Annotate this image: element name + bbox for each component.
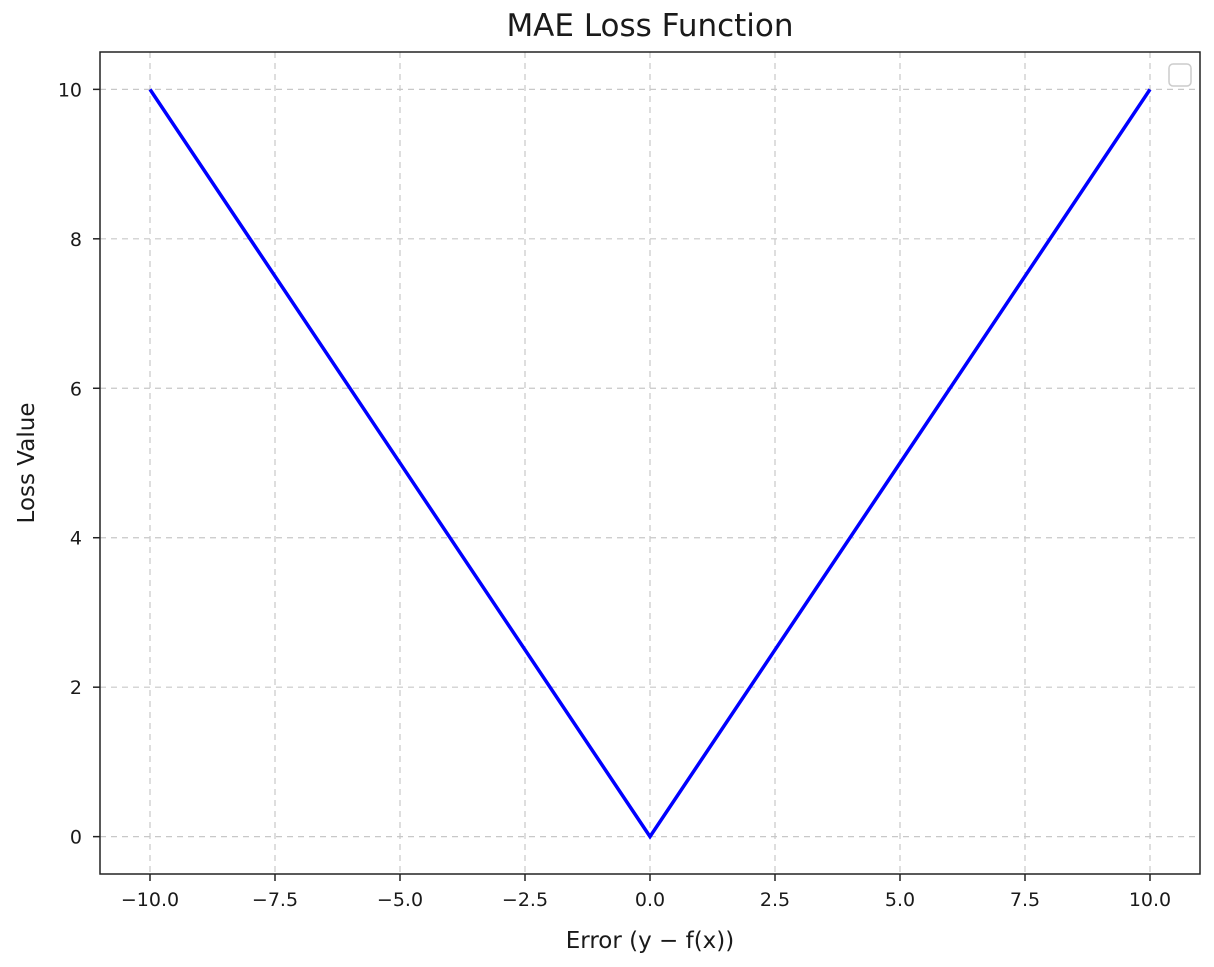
x-tick-label: 10.0 bbox=[1129, 889, 1171, 911]
y-tick-label: 10 bbox=[58, 79, 82, 101]
x-tick-label: −5.0 bbox=[377, 889, 423, 911]
x-axis-label: Error (y − f(x)) bbox=[566, 928, 734, 954]
x-tick-label: 5.0 bbox=[885, 889, 915, 911]
y-tick-label: 4 bbox=[70, 528, 82, 550]
y-tick-label: 2 bbox=[70, 677, 82, 699]
legend bbox=[1168, 63, 1192, 87]
series-line-1 bbox=[148, 88, 1152, 840]
x-tick-label: 0.0 bbox=[635, 889, 665, 911]
grid bbox=[100, 52, 1200, 874]
y-tick-label: 8 bbox=[70, 229, 82, 251]
series-layer bbox=[148, 88, 1152, 840]
x-tick-label: −10.0 bbox=[121, 889, 179, 911]
chart-title: MAE Loss Function bbox=[506, 8, 793, 44]
x-tick-label: 2.5 bbox=[760, 889, 790, 911]
x-tick-label: −2.5 bbox=[502, 889, 548, 911]
y-tick-label: 6 bbox=[70, 378, 82, 400]
legend-box bbox=[1168, 63, 1192, 87]
x-tick-label: −7.5 bbox=[252, 889, 298, 911]
x-axis-ticks: −10.0 −7.5 −5.0 −2.5 0.0 2.5 5.0 7.5 10.0 bbox=[121, 874, 1171, 911]
y-axis-label: Loss Value bbox=[14, 403, 40, 524]
y-axis-ticks: 0 2 4 6 8 10 bbox=[58, 79, 100, 849]
y-tick-label: 0 bbox=[70, 827, 82, 849]
x-tick-label: 7.5 bbox=[1010, 889, 1040, 911]
